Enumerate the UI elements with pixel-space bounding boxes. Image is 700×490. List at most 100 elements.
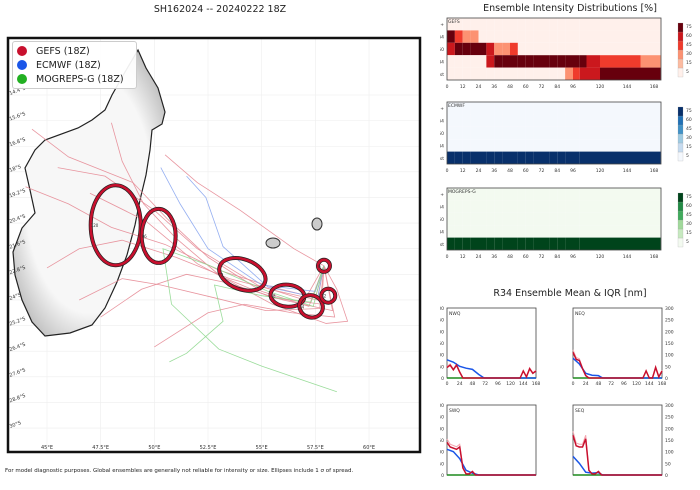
heatmap-cell — [502, 114, 510, 127]
heatmap-cell — [640, 212, 654, 226]
heatmap-cell — [565, 18, 573, 31]
heatmap-cell — [447, 200, 455, 213]
heatmap-cell — [557, 225, 566, 238]
lat-label: 28.8°S — [9, 393, 27, 404]
y-tick-label: 250 — [440, 415, 444, 421]
y-tick-label: 50 — [665, 461, 671, 467]
heatmap-cell — [494, 126, 503, 140]
heatmap-cell — [600, 188, 614, 201]
heatmap-cell — [613, 114, 627, 127]
ecmwf-track — [160, 167, 325, 292]
heatmap-cell — [541, 237, 550, 250]
heatmap-cell — [533, 237, 542, 250]
heatmap-cell — [447, 225, 455, 238]
x-tick-label: 12 — [460, 254, 466, 260]
heatmap-cell — [654, 151, 661, 164]
heatmap-cell — [525, 42, 534, 56]
heatmap-cell — [640, 102, 654, 115]
heatmap-cell — [565, 188, 573, 201]
heatmap-cell — [573, 18, 580, 31]
heatmap-cell — [613, 188, 627, 201]
x-tick-label: 36 — [491, 168, 497, 174]
heatmap-cell — [447, 55, 455, 68]
colorbar-label: 60 — [686, 33, 692, 39]
heatmap-cell — [454, 42, 463, 56]
heatmap-cell — [447, 42, 455, 56]
heatmap-cell — [541, 55, 550, 68]
heatmap-cell — [462, 139, 471, 152]
y-tick-label: 50 — [440, 364, 444, 370]
heatmap-cell — [600, 55, 614, 68]
colorbar-segment — [677, 133, 684, 144]
heatmap-cell — [470, 30, 479, 43]
heatmap-cell — [525, 67, 534, 80]
heatmap-cell — [454, 114, 463, 127]
heatmap-cell — [462, 102, 471, 115]
lat-label: 18°S — [9, 164, 22, 174]
heatmap-cell — [502, 188, 510, 201]
heatmap-cell — [549, 126, 558, 140]
colorbar-label: 75 — [686, 108, 692, 114]
heatmap-cell — [627, 18, 641, 31]
quadrant-label: NWQ — [449, 311, 461, 317]
x-tick-label: 0 — [446, 254, 449, 260]
x-tick-label: 0 — [446, 84, 449, 90]
heatmap-cell — [586, 188, 600, 201]
heatmap-cell — [517, 67, 526, 80]
colorbar-label: 45 — [686, 212, 692, 218]
lat-label: 15.6°S — [9, 111, 27, 122]
heatmap-cell — [478, 139, 487, 152]
heatmap-cell — [541, 139, 550, 152]
colorbar-label: 75 — [686, 24, 692, 30]
lat-label: 14.4°S — [9, 85, 27, 96]
ellipse-ring — [89, 183, 143, 267]
row-label: lost — [440, 72, 444, 78]
row-label: 34-50 — [440, 47, 444, 53]
lon-label: 47.5°E — [92, 445, 109, 451]
legend-item: GEFS (18Z) — [17, 44, 132, 58]
heatmap-cell — [557, 102, 566, 115]
heatmap-cell — [447, 126, 455, 140]
heatmap-cell — [525, 18, 534, 31]
colorbar-segment — [677, 228, 684, 239]
row-label: <34 — [440, 59, 444, 65]
map-layer: 120 96 72 48 24 0 12 — [9, 39, 419, 451]
lat-label: 19.2°S — [9, 188, 27, 199]
r34-title: R34 Ensemble Mean & IQR [nm] — [493, 288, 647, 299]
heatmap-cell — [525, 30, 534, 43]
heatmap-cell — [517, 139, 526, 152]
heatmap-cell — [470, 188, 479, 201]
heatmap-cell — [600, 114, 614, 127]
heatmap-cell — [600, 139, 614, 152]
ellipse-ring — [298, 293, 325, 319]
heatmap-cell — [549, 67, 558, 80]
heatmap-cell — [478, 42, 487, 56]
colorbar-segment — [677, 31, 684, 42]
heatmap-cell — [586, 225, 600, 238]
heatmap-cell — [613, 151, 627, 164]
heatmap-cell — [627, 225, 641, 238]
heatmap-cell — [517, 151, 526, 164]
heatmap-cell — [494, 55, 503, 68]
heatmap-cell — [478, 200, 487, 213]
legend-label: GEFS (18Z) — [36, 45, 90, 57]
y-tick-label: 200 — [665, 426, 674, 432]
lat-label: 21.6°S — [9, 239, 27, 250]
heatmap-cell — [533, 67, 542, 80]
heatmap-cell — [486, 42, 495, 56]
quadrant-label: SEQ — [575, 408, 585, 414]
heatmap-cell — [613, 67, 627, 80]
gefs-track — [154, 265, 336, 348]
heatmap-cell — [510, 55, 518, 68]
colorbar: 5 15 30 45 60 75 — [677, 192, 692, 248]
heatmap-cell — [462, 237, 471, 250]
heatmap-cell — [517, 237, 526, 250]
heatmap-cell — [454, 30, 463, 43]
heatmap-cell — [478, 18, 487, 31]
heatmap-cell — [502, 102, 510, 115]
heatmap-cell — [586, 18, 600, 31]
madagascar-landmass — [12, 48, 166, 337]
heatmap-cell — [627, 151, 641, 164]
y-tick-label: 300 — [440, 306, 444, 312]
heatmap-cell — [541, 225, 550, 238]
